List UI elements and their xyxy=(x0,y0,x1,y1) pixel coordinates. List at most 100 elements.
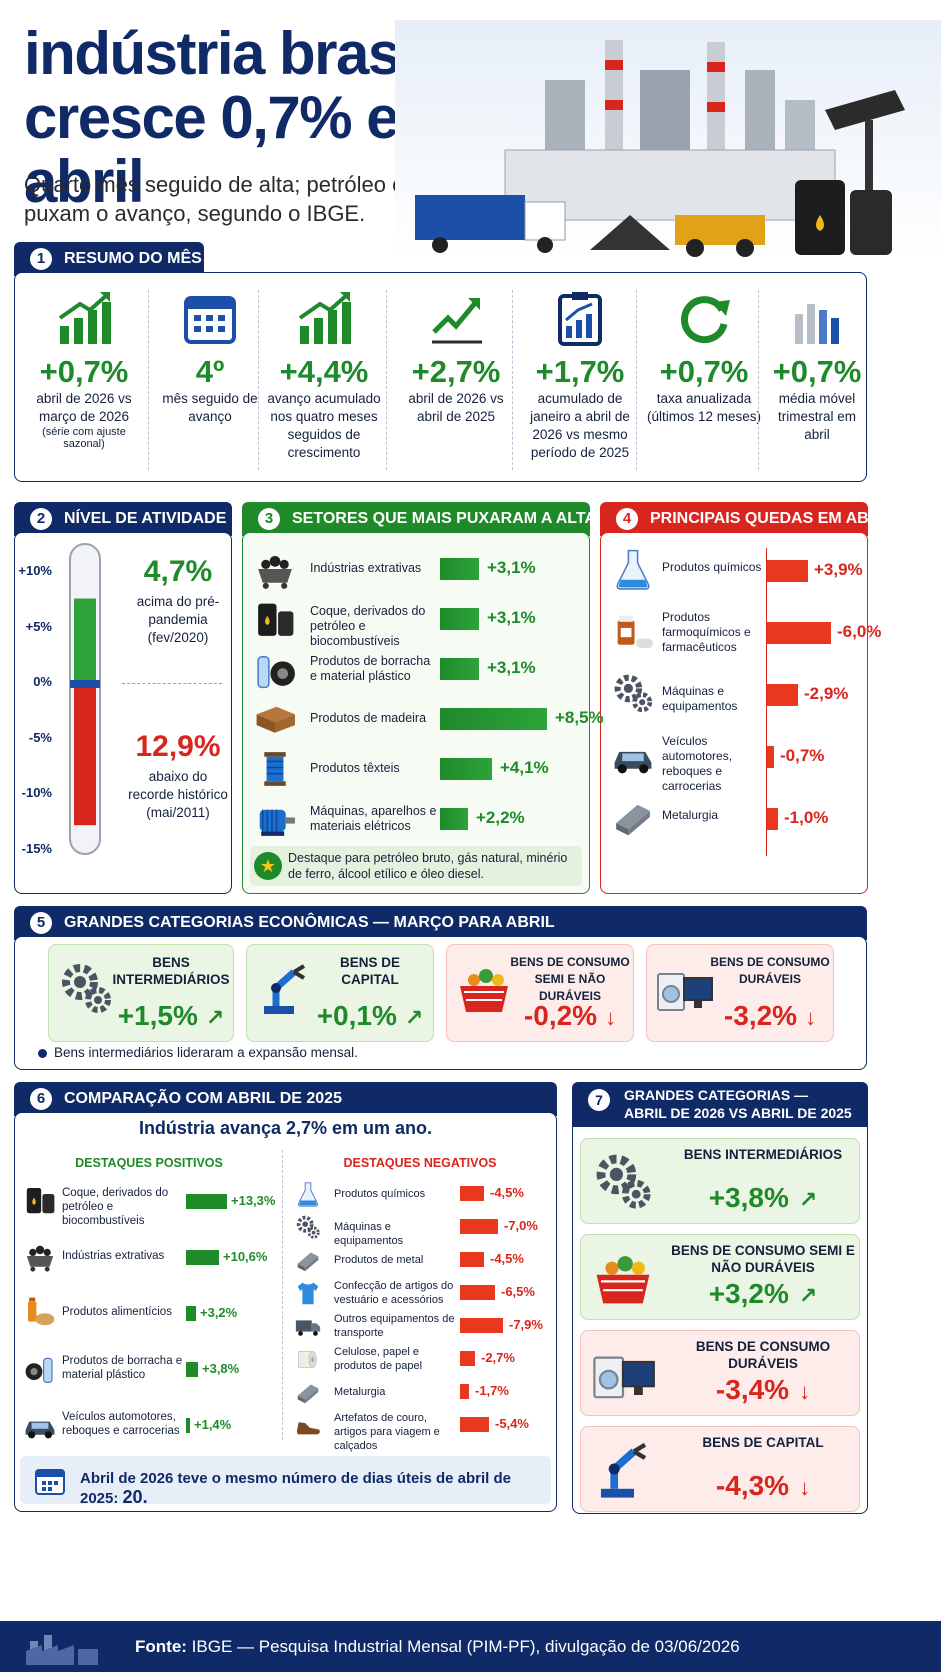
kpi-value: +1,7% xyxy=(535,354,625,389)
positive-label: Produtos de borracha e material plástico xyxy=(62,1355,183,1381)
section-title-line-1: GRANDES CATEGORIAS — xyxy=(624,1087,809,1103)
kpi-divider xyxy=(758,290,759,470)
sector-bar xyxy=(440,708,547,730)
negative-value: -7,0% xyxy=(504,1218,538,1233)
section-title-line-2: ABRIL DE 2026 VS ABRIL DE 2025 xyxy=(624,1105,852,1121)
section-title: NÍVEL DE ATIVIDADE xyxy=(64,510,227,527)
drop-bar xyxy=(767,560,808,582)
section-7-tab: 7 GRANDES CATEGORIAS — ABRIL DE 2026 VS … xyxy=(572,1082,868,1126)
section-5-tab: 5 GRANDES CATEGORIAS ECONÔMICAS — MARÇO … xyxy=(14,906,867,940)
basket-icon xyxy=(460,969,508,1012)
kpi-item: +2,7% abril de 2026 vs abril de 2025 xyxy=(397,288,515,426)
section-6-tab: 6 COMPARAÇÃO COM ABRIL DE 2025 xyxy=(14,1082,557,1116)
drop-value: -1,0% xyxy=(784,808,829,827)
yearly-category-value: +3,2% ↗ xyxy=(670,1278,856,1310)
category-value-number: -3,2% xyxy=(723,1000,798,1031)
yearly-category-card xyxy=(580,1330,860,1416)
truck-icon xyxy=(295,1320,321,1336)
positive-label: Veículos automotores, reboques e carroce… xyxy=(62,1411,180,1437)
factory-icon xyxy=(26,1635,98,1665)
negative-bar xyxy=(460,1351,475,1366)
kpi-divider xyxy=(512,290,513,470)
highlight-note: ★ Destaque para petróleo bruto, gás natu… xyxy=(250,846,582,886)
positive-bar xyxy=(186,1306,196,1321)
scale-tick-label: -5% xyxy=(28,729,52,745)
washer-tv-icon xyxy=(593,1356,655,1399)
yearly-category-title: BENS DE CONSUMO SEMI E NÃO DURÁVEIS xyxy=(671,1243,855,1275)
section-title: GRANDES CATEGORIAS ECONÔMICAS — MARÇO PA… xyxy=(64,914,555,931)
negative-bar xyxy=(460,1417,489,1432)
negative-label: Artefatos de couro, artigos para viagem … xyxy=(334,1412,440,1452)
category-title: BENS INTERMEDIÁRIOS xyxy=(112,955,230,987)
sector-label: Coque, derivados do petróleo e biocombus… xyxy=(310,604,426,648)
kpi-icon-wrap xyxy=(674,288,734,348)
negative-title: DESTAQUES NEGATIVOS xyxy=(343,1156,497,1170)
positive-label: Indústrias extrativas xyxy=(62,1250,165,1262)
category-value: -3,2% ↓ xyxy=(710,1000,830,1032)
food-icon xyxy=(28,1297,55,1326)
bar-growth-icon xyxy=(298,292,351,344)
yearly-category-title: BENS INTERMEDIÁRIOS xyxy=(683,1147,843,1162)
categories-note: Bens intermediários lideraram a expansão… xyxy=(54,1045,358,1060)
star-icon: ★ xyxy=(254,852,282,880)
section-3-tab: 3 SETORES QUE MAIS PUXARAM A ALTA EM ABR… xyxy=(242,502,677,536)
zero-line xyxy=(122,683,222,684)
footer-source: Fonte: IBGE — Pesquisa Industrial Mensal… xyxy=(135,1621,740,1672)
robot-arm-icon xyxy=(601,1442,647,1498)
drop-value: -2,9% xyxy=(804,684,849,703)
negative-bar xyxy=(460,1285,495,1300)
drop-label: Produtos farmoquímicos e farmacêuticos xyxy=(662,610,751,654)
below-value: 12,9% xyxy=(135,730,221,763)
drop-label: Veículos automotores, reboques e carroce… xyxy=(662,734,733,793)
kpi-value: +2,7% xyxy=(411,354,501,389)
comparison-headline: Indústria avança 2,7% em um ano. xyxy=(138,1118,433,1138)
wood-planks-icon xyxy=(256,706,295,733)
kpi-item: +0,7% média móvel trimestral em abril xyxy=(767,288,867,444)
clipboard-chart-icon xyxy=(558,292,602,346)
yearly-category-title: BENS DE CAPITAL xyxy=(702,1435,824,1450)
kpi-item: +4,4% avanço acumulado nos quatro meses s… xyxy=(260,288,388,462)
positive-value: +10,6% xyxy=(223,1249,268,1264)
category-value: +0,1% ↗ xyxy=(310,1000,430,1032)
section-1-tab: 1 RESUMO DO MÊS xyxy=(14,242,204,276)
arrow-up-icon: ↗ xyxy=(798,1283,818,1308)
coal-cart-icon xyxy=(26,1245,54,1272)
positive-label: Coque, derivados do petróleo e biocombus… xyxy=(62,1187,169,1227)
sector-value: +3,1% xyxy=(487,658,536,677)
section-title: RESUMO DO MÊS xyxy=(64,250,202,267)
sector-value: +2,2% xyxy=(476,808,525,827)
category-title: BENS DE CONSUMO SEMI E NÃO DURÁVEIS xyxy=(510,955,630,1003)
scale-tick-label: +5% xyxy=(25,618,52,634)
gear-icon xyxy=(296,1215,320,1239)
negative-bar xyxy=(460,1384,469,1399)
scale-tick-label: +10% xyxy=(18,563,52,578)
scale-tick-label: -10% xyxy=(21,785,52,800)
yearly-category-card xyxy=(580,1138,860,1224)
positive-value: +1,4% xyxy=(194,1417,232,1432)
kpi-icon-wrap xyxy=(426,288,486,348)
washer-tv-icon xyxy=(657,973,713,1011)
electric-motor-icon xyxy=(259,809,295,836)
sector-label: Produtos de madeira xyxy=(310,711,427,725)
steel-beam-icon xyxy=(297,1384,319,1404)
line-growth-icon xyxy=(432,298,482,344)
yearly-category-value: -3,4% ↓ xyxy=(670,1374,856,1406)
gear-icon xyxy=(614,674,653,713)
yearly-category-value-number: -4,3% xyxy=(715,1470,790,1501)
kpi-item: +1,7% acumulado de janeiro a abril de 202… xyxy=(520,288,640,462)
drop-bar xyxy=(767,808,778,830)
yearly-category-value-number: -3,4% xyxy=(715,1374,790,1405)
footer-text: IBGE — Pesquisa Industrial Mensal (PIM-P… xyxy=(186,1637,740,1656)
positive-label: Produtos alimentícios xyxy=(62,1306,172,1318)
kpi-divider xyxy=(386,290,387,470)
category-title: BENS DE CAPITAL xyxy=(339,955,400,987)
section-number: 2 xyxy=(30,508,52,530)
negative-label: Celulose, papel e produtos de papel xyxy=(334,1346,423,1372)
kpi-divider xyxy=(258,290,259,470)
section-2-tab: 2 NÍVEL DE ATIVIDADE xyxy=(14,502,232,536)
kpi-value: +0,7% xyxy=(772,354,862,389)
refresh-icon xyxy=(681,296,730,344)
section-number: 1 xyxy=(30,248,52,270)
yearly-category-value: -4,3% ↓ xyxy=(670,1470,856,1502)
below-record: 12,9% abaixo do recorde histórico (mai/2… xyxy=(128,730,228,822)
